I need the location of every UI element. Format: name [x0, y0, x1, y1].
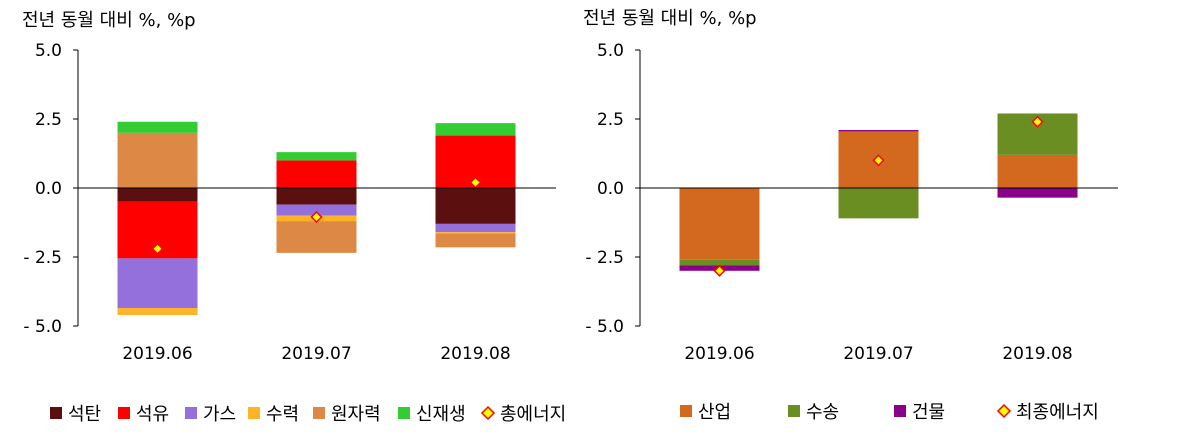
legend: 석탄 석유 가스 수력 원자력 신재생 총에너지 — [50, 404, 566, 425]
y-axis-title: 전년 동월 대비 %, %p — [22, 10, 196, 31]
y-tick-label: 2.5 — [597, 110, 624, 130]
legend-label: 건물 — [912, 402, 945, 423]
legend-swatch — [118, 407, 130, 419]
bar-segment — [276, 152, 357, 161]
bar-segment — [435, 188, 516, 224]
bar-segment — [276, 221, 357, 253]
bar-segment — [117, 258, 198, 309]
legend-swatch — [313, 407, 325, 419]
y-tick-label: 2.5 — [35, 110, 62, 130]
bar-segment — [435, 233, 516, 248]
bar-segment — [117, 308, 198, 315]
bar-segment — [117, 188, 198, 202]
y-tick-label: - 2.5 — [23, 248, 62, 268]
legend-label: 수력 — [266, 404, 299, 425]
bar-segment — [276, 160, 357, 188]
legend-swatch — [398, 407, 410, 419]
legend-swatch — [185, 407, 197, 419]
legend-label: 신재생 — [416, 404, 466, 425]
legend-label: 석유 — [136, 404, 169, 425]
bar-segment — [997, 188, 1078, 198]
legend-label: 총에너지 — [500, 404, 566, 425]
legend-label: 원자력 — [331, 404, 381, 425]
bar-segment — [997, 154, 1078, 188]
legend-label: 가스 — [203, 404, 236, 425]
x-category-label: 2019.08 — [1002, 344, 1072, 364]
y-tick-label: 5.0 — [35, 41, 62, 61]
legend-swatch — [248, 407, 260, 419]
total-marker — [713, 264, 726, 277]
legend-swatch — [788, 405, 800, 417]
bar-segment — [435, 232, 516, 234]
total-marker — [872, 154, 885, 167]
bar-segment — [435, 223, 516, 233]
bar-segment — [435, 123, 516, 136]
legend-label: 산업 — [698, 402, 731, 423]
legend-swatch — [50, 407, 62, 419]
chart-2: 전년 동월 대비 %, %p 5.0 2.5 0.0 - 2.5 - 5.0 2019.06… — [583, 8, 1118, 423]
y-tick-label: 0.0 — [35, 179, 62, 199]
bar-segment — [838, 130, 919, 132]
total-marker — [1031, 115, 1044, 128]
y-tick-label: 0.0 — [597, 179, 624, 199]
legend-total-marker — [480, 405, 496, 421]
legend: 산업 수송 건물 최종에너지 — [680, 402, 1099, 423]
bar-segment — [276, 204, 357, 216]
x-category-label: 2019.07 — [843, 344, 913, 364]
x-category-label: 2019.06 — [122, 344, 192, 364]
bar-segment — [679, 188, 760, 260]
y-tick-label: - 5.0 — [585, 317, 624, 337]
bar-segment — [117, 121, 198, 133]
legend-label: 석탄 — [68, 404, 101, 425]
x-category-label: 2019.07 — [281, 344, 351, 364]
bar-segment — [838, 188, 919, 219]
x-category-label: 2019.08 — [440, 344, 510, 364]
legend-label: 최종에너지 — [1016, 402, 1099, 423]
bar-segment — [117, 132, 198, 188]
legend-swatch — [680, 405, 692, 417]
y-tick-label: - 5.0 — [23, 317, 62, 337]
total-marker — [469, 176, 482, 189]
bar-segment — [679, 259, 760, 266]
x-category-label: 2019.06 — [684, 344, 754, 364]
total-marker — [310, 210, 323, 224]
total-marker — [151, 242, 164, 255]
bar-segment — [276, 188, 357, 205]
legend-total-marker — [996, 403, 1012, 419]
legend-swatch — [894, 405, 906, 417]
chart-1: 전년 동월 대비 %, %p 5.0 2.5 0.0 - 2.5 - 5.0 2019.06… — [22, 10, 566, 425]
y-tick-label: 5.0 — [597, 41, 624, 61]
y-tick-label: - 2.5 — [585, 248, 624, 268]
y-axis-title: 전년 동월 대비 %, %p — [583, 8, 757, 29]
legend-label: 수송 — [806, 402, 839, 423]
